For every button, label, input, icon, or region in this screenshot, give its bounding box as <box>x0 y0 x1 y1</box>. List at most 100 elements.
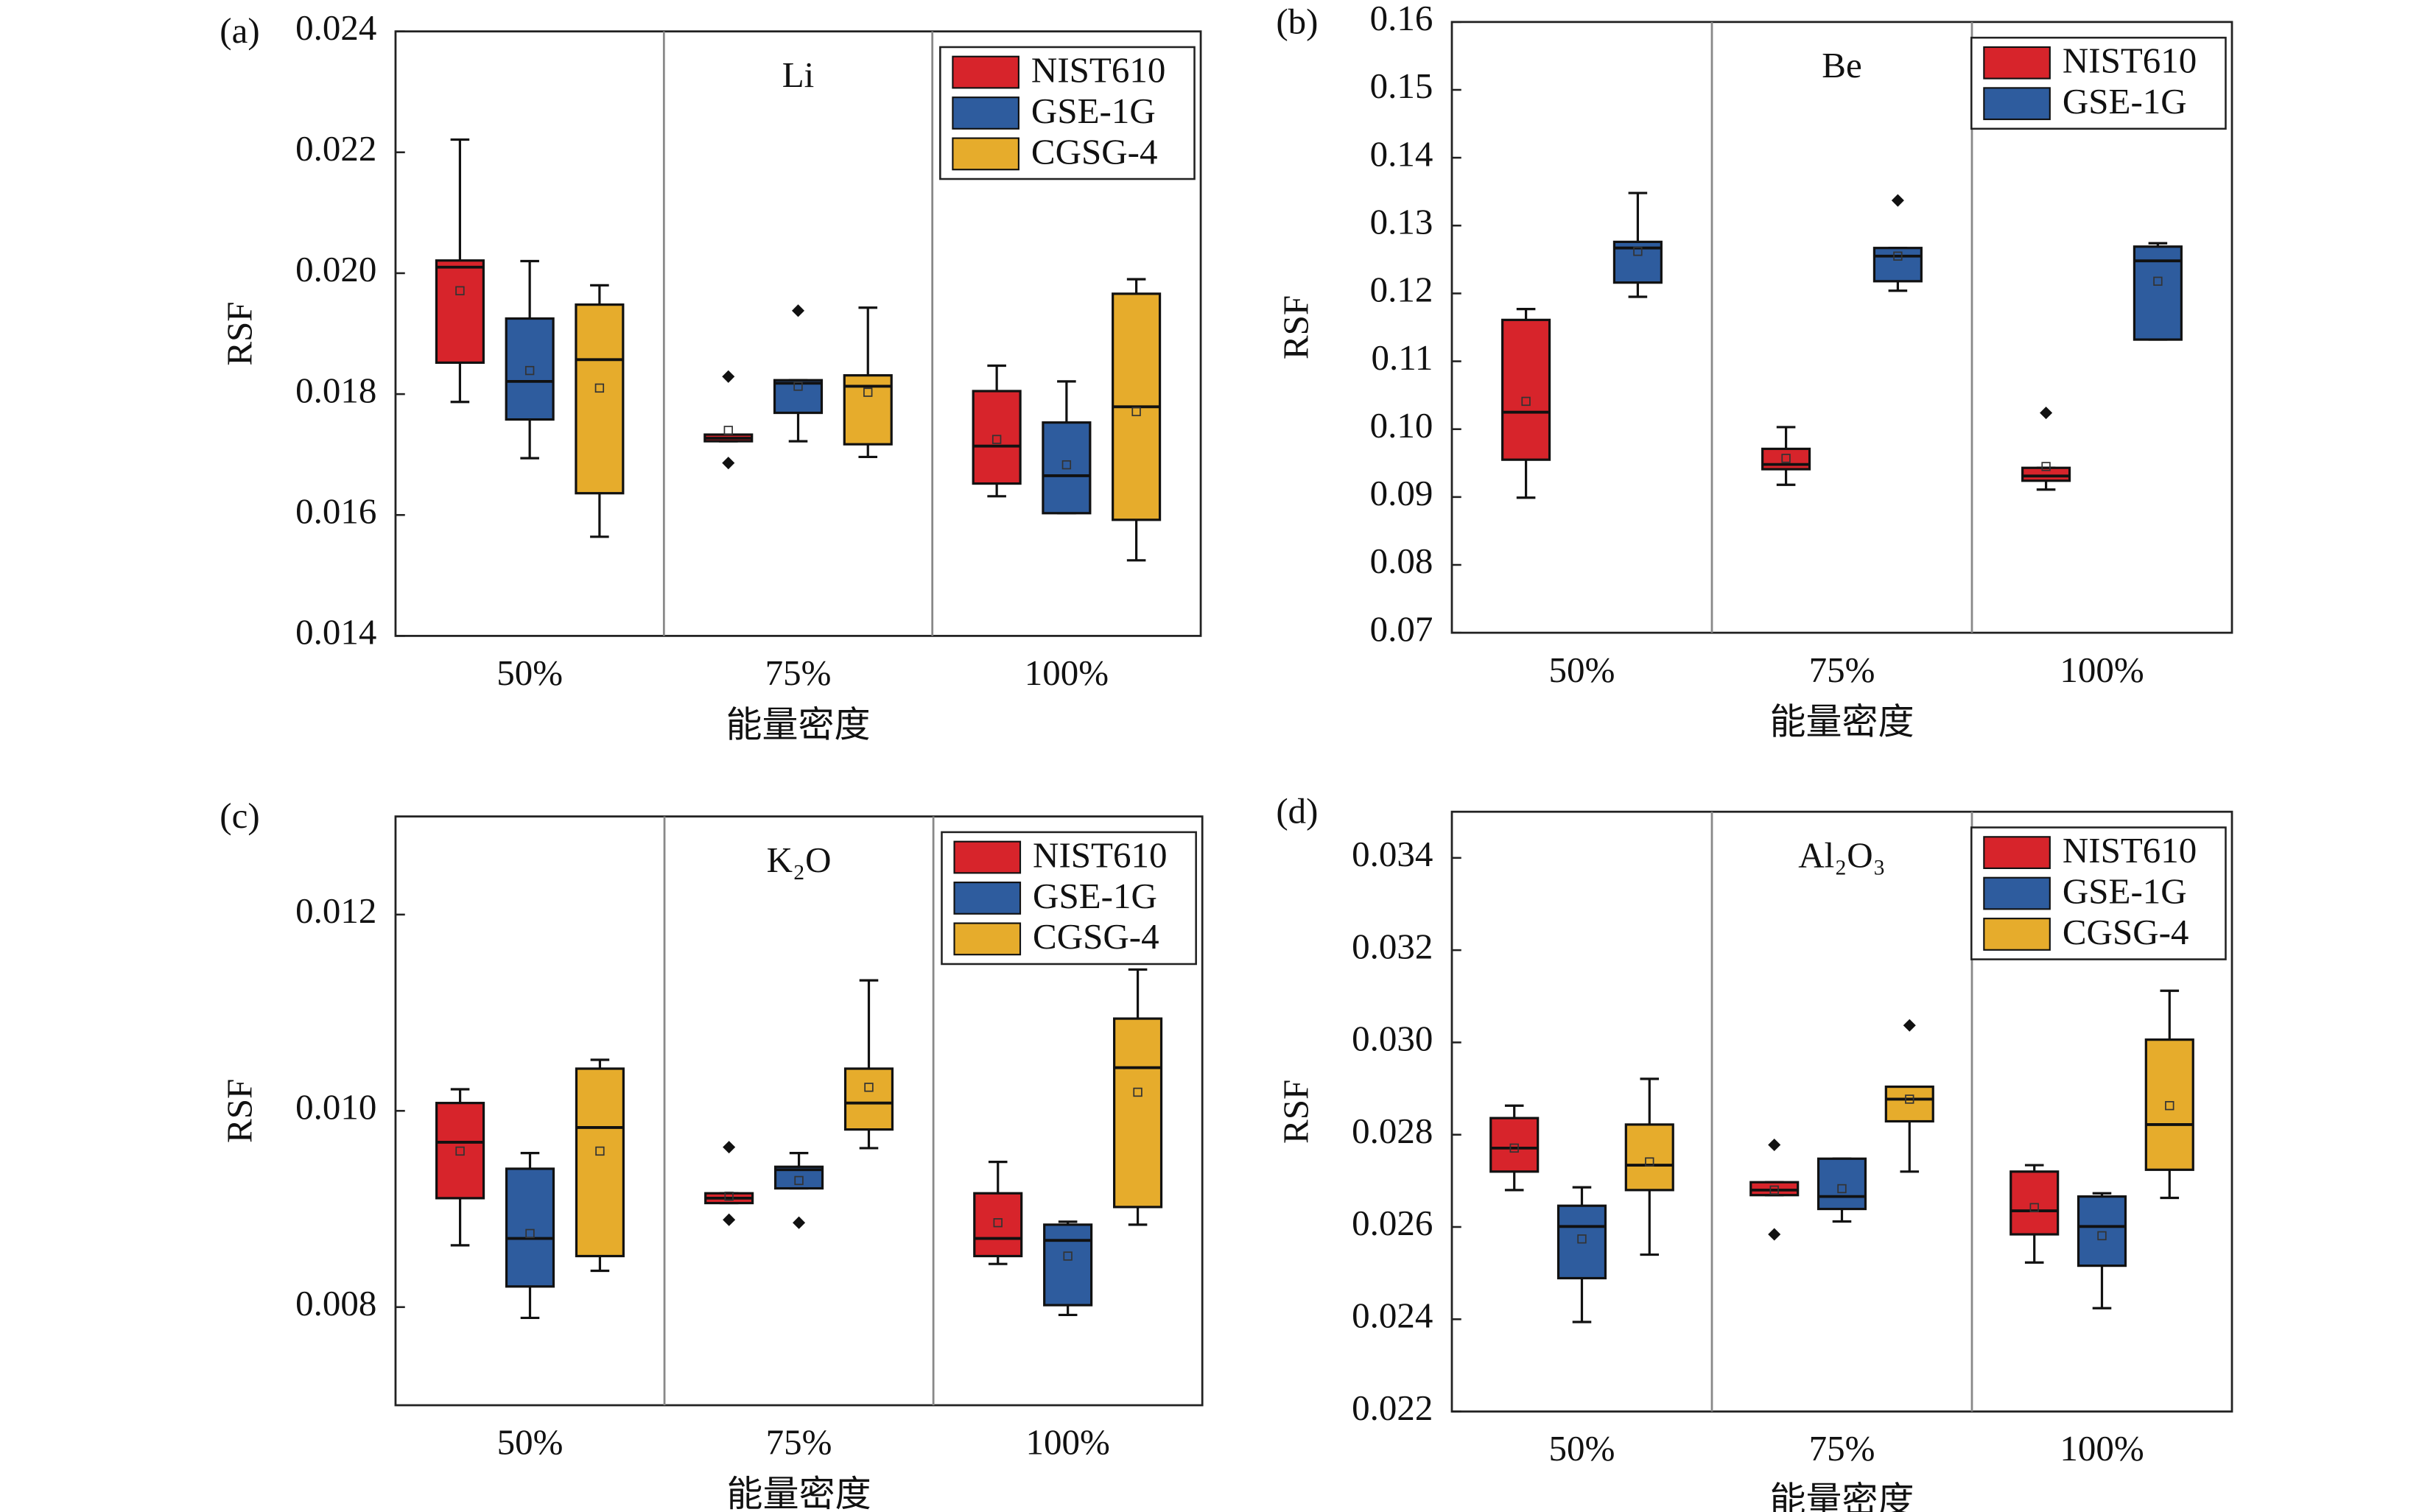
mean <box>2153 276 2163 286</box>
y-tick-label: 0.09 <box>1370 473 1433 513</box>
y-axis-label: RSF <box>220 301 260 365</box>
x-axis-label: 能量密度 <box>727 1472 871 1512</box>
mean <box>1063 1251 1073 1261</box>
y-tick-label: 0.13 <box>1370 202 1433 242</box>
mean <box>1133 1087 1142 1097</box>
plot-frame <box>394 30 1202 637</box>
box <box>972 390 1022 485</box>
box <box>2077 1195 2127 1267</box>
mean <box>594 383 605 393</box>
y-tick-label: 0.08 <box>1370 541 1433 581</box>
legend-label: GSE-1G <box>1033 876 1157 916</box>
x-tick-label: 100% <box>1025 1422 1109 1463</box>
legend-label: NIST610 <box>2063 830 2197 871</box>
box <box>575 1067 625 1258</box>
outlier <box>722 457 735 470</box>
panel-label: (b) <box>1276 1 1318 41</box>
x-tick-label: 75% <box>1809 650 1875 690</box>
y-tick-label: 0.034 <box>1352 834 1433 874</box>
legend-label: CGSG-4 <box>1033 916 1159 957</box>
mean <box>1769 1185 1779 1195</box>
x-tick-label: 100% <box>1025 653 1109 693</box>
box <box>1501 318 1551 461</box>
mean <box>524 365 535 376</box>
x-tick-label: 50% <box>1549 650 1615 690</box>
mean <box>1905 1094 1914 1104</box>
mean <box>2097 1231 2107 1241</box>
element-title: Be <box>1822 45 1861 85</box>
y-tick-label: 0.010 <box>295 1087 376 1128</box>
y-tick-label: 0.11 <box>1371 337 1433 378</box>
mean <box>455 286 465 295</box>
legend-label: GSE-1G <box>2063 81 2187 122</box>
box <box>505 317 555 421</box>
legend-swatch <box>1983 836 2051 869</box>
legend-swatch <box>1983 918 2051 951</box>
y-tick-label: 0.15 <box>1370 66 1433 106</box>
box <box>1489 1117 1540 1173</box>
y-axis-label: RSF <box>1276 1080 1316 1144</box>
box <box>2144 1038 2194 1171</box>
y-axis-label: RSF <box>1276 295 1316 359</box>
y-tick-label: 0.07 <box>1370 608 1433 649</box>
mean <box>1521 396 1531 407</box>
outlier <box>791 304 805 317</box>
mean <box>991 435 1002 444</box>
panel-label: (d) <box>1276 791 1318 831</box>
mean <box>993 1218 1003 1228</box>
mean <box>2029 1203 2039 1212</box>
y-tick-label: 0.022 <box>1352 1388 1433 1428</box>
box <box>435 259 485 365</box>
box <box>973 1192 1023 1258</box>
y-tick-label: 0.012 <box>295 890 376 931</box>
mean <box>794 1175 804 1186</box>
legend-label: GSE-1G <box>2063 871 2187 911</box>
mean <box>1061 460 1072 470</box>
mean <box>1633 247 1643 256</box>
y-tick-label: 0.008 <box>295 1283 376 1323</box>
y-tick-label: 0.020 <box>295 249 376 289</box>
mean <box>1645 1157 1654 1167</box>
box <box>1817 1157 1867 1211</box>
y-tick-label: 0.10 <box>1370 405 1433 446</box>
box <box>1043 1223 1093 1307</box>
legend-label: NIST610 <box>1033 834 1167 875</box>
mean <box>1893 251 1903 261</box>
mean <box>724 1192 734 1201</box>
box <box>1872 247 1923 283</box>
y-tick-label: 0.024 <box>295 7 376 48</box>
x-tick-label: 50% <box>1549 1428 1615 1469</box>
box <box>1761 447 1811 471</box>
plot-frame <box>1450 810 2233 1413</box>
element-title: Li <box>782 54 815 95</box>
panel-label: (c) <box>220 795 259 836</box>
y-tick-label: 0.14 <box>1370 133 1433 174</box>
y-tick-label: 0.12 <box>1370 270 1433 310</box>
y-tick-label: 0.018 <box>295 370 376 410</box>
y-tick-label: 0.014 <box>295 612 376 653</box>
mean <box>455 1146 465 1156</box>
y-tick-label: 0.026 <box>1352 1203 1433 1243</box>
mean <box>1781 454 1791 463</box>
y-tick-label: 0.030 <box>1352 1019 1433 1059</box>
y-tick-label: 0.16 <box>1370 0 1433 38</box>
box <box>435 1102 485 1200</box>
element-title: K₂O <box>767 840 832 880</box>
y-tick-label: 0.028 <box>1352 1111 1433 1151</box>
outlier <box>793 1216 806 1229</box>
mean <box>1837 1184 1847 1194</box>
legend-swatch <box>953 922 1022 956</box>
legend-swatch <box>952 137 1019 171</box>
box <box>2021 466 2071 482</box>
legend-label: CGSG-4 <box>2063 912 2189 952</box>
outlier <box>1768 1138 1781 1152</box>
x-axis-label: 能量密度 <box>726 703 871 746</box>
box <box>1113 1017 1163 1209</box>
box <box>505 1167 555 1288</box>
y-axis-label: RSF <box>220 1079 260 1143</box>
mean <box>723 426 733 435</box>
mean <box>2165 1101 2175 1111</box>
x-tick-label: 75% <box>765 653 832 693</box>
